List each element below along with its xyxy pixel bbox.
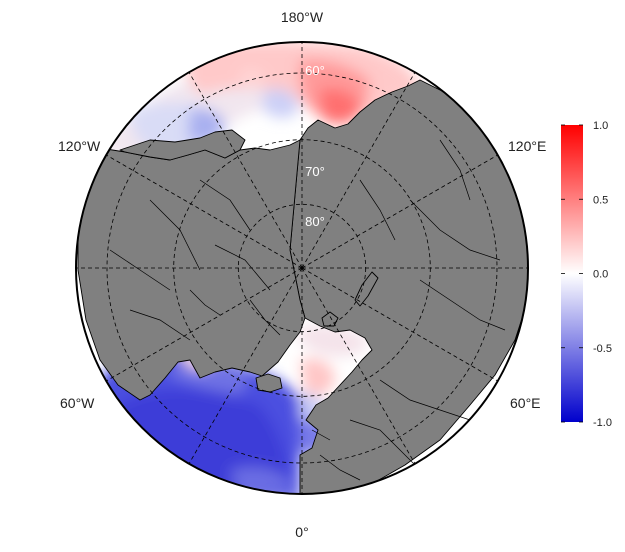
graticule-lon-120 bbox=[301, 152, 502, 269]
alaska-peninsula bbox=[119, 129, 246, 161]
lat-label-70: 70° bbox=[305, 164, 325, 179]
lon-label-120e: 120°E bbox=[508, 138, 546, 154]
border-lines bbox=[109, 139, 506, 481]
colorbar-gradient bbox=[561, 125, 583, 422]
graticule-lon-300 bbox=[102, 267, 303, 384]
lon-label-60w: 60°W bbox=[60, 395, 95, 411]
novaya-zemlya-landmass bbox=[354, 271, 379, 307]
colorbar-tick-label: 1.0 bbox=[593, 120, 608, 132]
lon-label-180w: 180°W bbox=[281, 9, 324, 25]
colorbar-tick-label: -0.5 bbox=[593, 343, 612, 355]
colorbar-ticks: 1.0 0.5 0.0 -0.5 -1.0 bbox=[561, 120, 612, 429]
lon-label-60e: 60°E bbox=[510, 395, 541, 411]
graticule-lon-150 bbox=[301, 68, 418, 269]
lon-label-0: 0° bbox=[295, 524, 308, 540]
map-boundary bbox=[75, 41, 529, 495]
graticule-lon-30 bbox=[301, 267, 418, 468]
colorbar-tick-label: 0.0 bbox=[593, 269, 608, 281]
graticule-lat-60 bbox=[106, 72, 498, 464]
lon-label-120w: 120°W bbox=[58, 138, 101, 154]
graticule-lon-60 bbox=[301, 267, 502, 384]
graticule-lon-240 bbox=[102, 152, 303, 269]
colorbar-tick-label: 0.5 bbox=[593, 194, 608, 206]
lat-label-60: 60° bbox=[305, 63, 325, 78]
colorbar-tick-label: -1.0 bbox=[593, 417, 612, 429]
graticule-lon-330 bbox=[186, 267, 303, 468]
north-america-greenland-landmass bbox=[77, 139, 306, 401]
iceland-landmass bbox=[255, 373, 283, 393]
colorbar: 1.0 0.5 0.0 -0.5 -1.0 bbox=[561, 120, 612, 429]
graticule bbox=[76, 42, 528, 494]
graticule-lon-210 bbox=[186, 68, 303, 269]
land-masses bbox=[77, 79, 528, 494]
eurasia-landmass bbox=[289, 79, 528, 494]
lat-label-80: 80° bbox=[305, 214, 325, 229]
